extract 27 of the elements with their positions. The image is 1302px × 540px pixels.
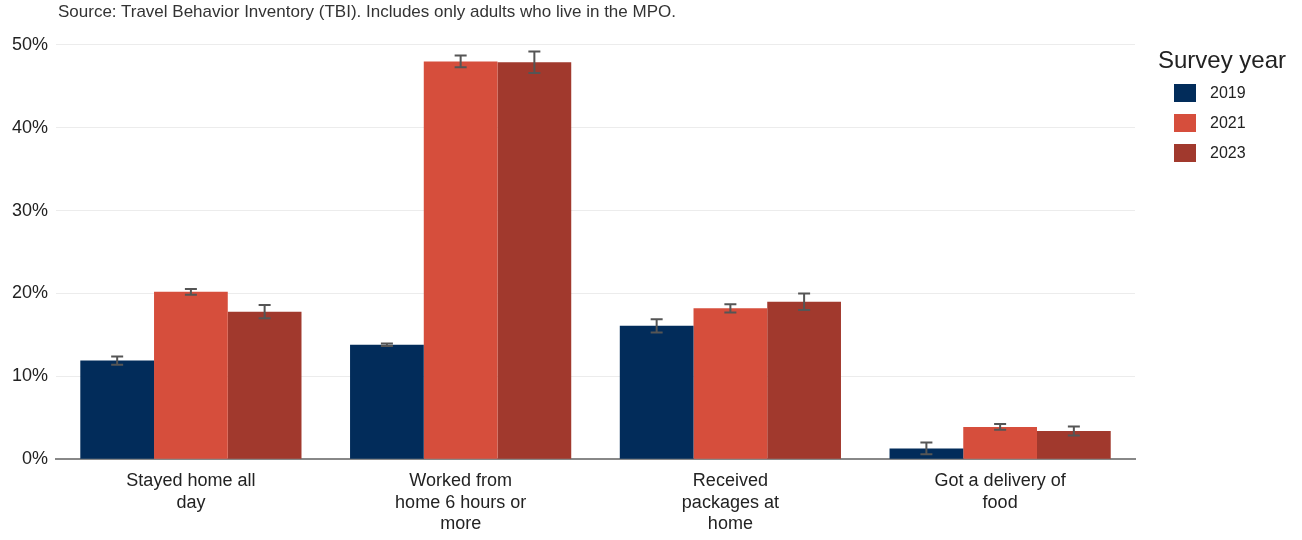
bar [693, 308, 768, 459]
x-tick-label: Received packages at home [681, 469, 779, 534]
bar [80, 360, 155, 459]
bar [227, 311, 302, 459]
bar [889, 448, 964, 459]
legend-label: 2023 [1210, 144, 1246, 162]
source-note: Source: Travel Behavior Inventory (TBI). Includes only adults who live in the MPO. [58, 2, 676, 22]
y-tick-label: 30% [12, 199, 49, 220]
bar [423, 61, 498, 459]
bar [963, 426, 1037, 459]
y-tick-label: 0% [22, 448, 49, 469]
x-tick-label: Worked from home 6 hours or more [395, 469, 527, 534]
x-tick-label: Stayed home all day [126, 469, 256, 512]
bar [497, 62, 572, 459]
bar [154, 291, 228, 459]
bar [350, 344, 424, 459]
y-tick-label: 20% [12, 282, 49, 303]
legend-label: 2021 [1210, 114, 1246, 132]
legend-label: 2019 [1210, 84, 1246, 102]
x-tick-label: Got a delivery of food [934, 469, 1067, 512]
bar [767, 301, 841, 459]
bar [1036, 431, 1111, 459]
bar [619, 325, 694, 459]
y-tick-label: 40% [12, 116, 49, 137]
legend-title: Survey year [1158, 46, 1287, 74]
y-tick-label: 50% [12, 33, 49, 54]
y-tick-label: 10% [12, 365, 49, 386]
